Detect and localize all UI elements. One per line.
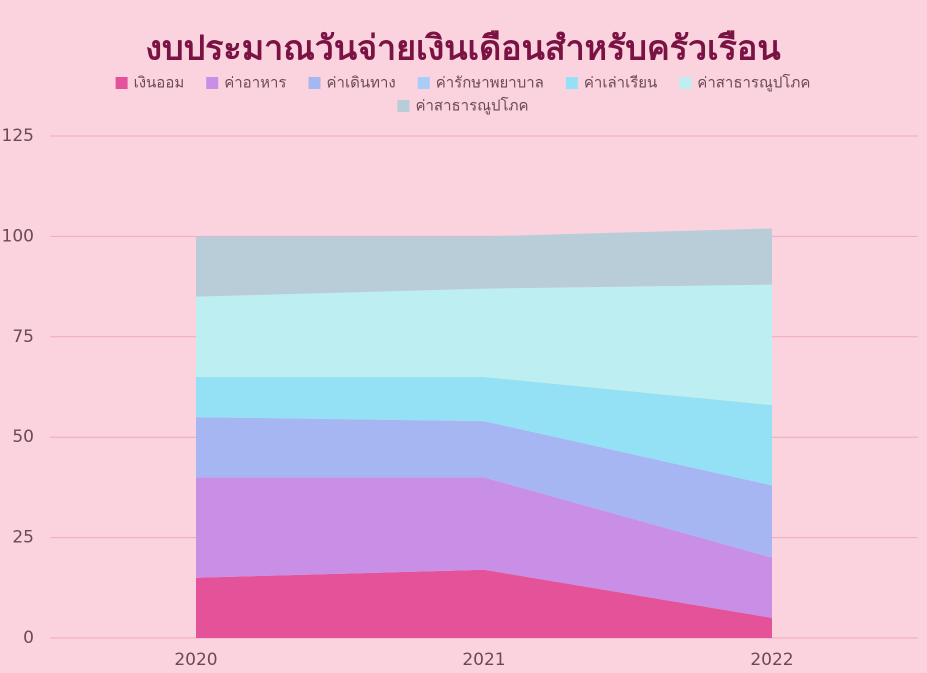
x-tick-label: 2020 [174, 650, 217, 670]
x-tick-label: 2022 [750, 650, 793, 670]
legend-label: ค่าเดินทาง [326, 74, 395, 92]
y-tick-label: 75 [12, 327, 34, 347]
legend-swatch [397, 100, 410, 112]
legend-row: เงินออม ค่าอาหาร ค่าเดินทาง ค่ารักษาพยาบาล ค… [115, 74, 810, 92]
x-tick-label: 2021 [462, 650, 505, 670]
legend-swatch [206, 77, 219, 89]
area [196, 569, 772, 638]
legend-row: ค่าสาธารณูปโภค [397, 97, 529, 115]
y-tick-label: 0 [23, 628, 34, 648]
legend-label: เงินออม [134, 74, 185, 92]
legend-swatch [679, 77, 692, 89]
area [196, 376, 772, 486]
legend-label: ค่าเล่าเรียน [584, 74, 657, 92]
area [196, 228, 772, 297]
chart-title: งบประมาณวันจ่ายเงินเดือนสำหรับครัวเรือน [145, 29, 780, 69]
area [196, 417, 772, 558]
legend-swatch [565, 77, 578, 89]
legend-swatch [417, 77, 430, 89]
y-tick-label: 125 [2, 126, 34, 146]
y-tick-label: 50 [12, 427, 34, 447]
y-tick-label: 25 [12, 528, 34, 548]
legend-swatch [115, 77, 128, 89]
legend-label: ค่าอาหาร [224, 74, 286, 92]
legend-label: ค่าสาธารณูปโภค [415, 97, 528, 115]
legend-swatch [308, 77, 321, 89]
legend-label: ค่าสาธารณูปโภค [697, 74, 810, 92]
legend-label: ค่ารักษาพยาบาล [436, 74, 544, 92]
y-tick-label: 100 [2, 226, 34, 246]
area [196, 477, 772, 618]
area [196, 284, 772, 406]
